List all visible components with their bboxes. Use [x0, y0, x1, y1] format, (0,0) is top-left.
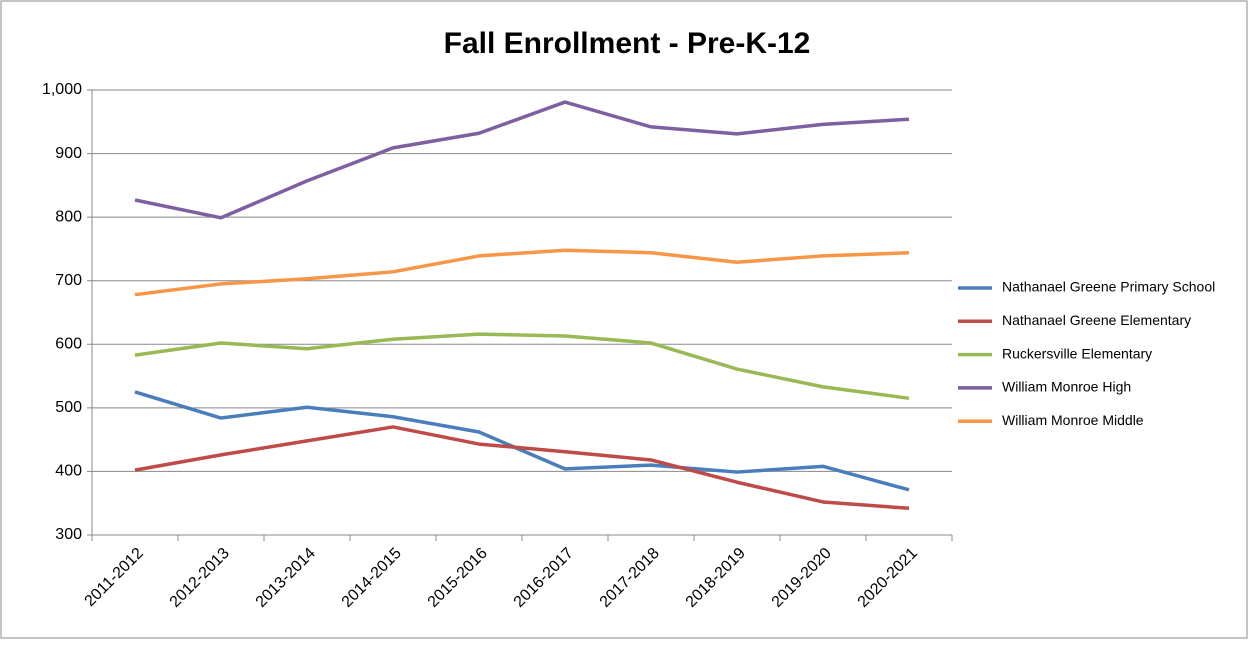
legend-label: Nathanael Greene Elementary [1002, 312, 1191, 328]
y-tick-label: 700 [55, 272, 82, 289]
y-tick-label: 300 [55, 526, 82, 543]
line-series [134, 100, 910, 220]
legend-label: Nathanael Greene Primary School [1002, 279, 1215, 295]
y-tick-label: 900 [55, 145, 82, 162]
y-tick-label: 500 [55, 399, 82, 416]
line-series [134, 248, 910, 297]
y-tick-label: 600 [55, 336, 82, 353]
legend-label: William Monroe Middle [1002, 412, 1144, 428]
legend-label: William Monroe High [1002, 379, 1131, 395]
chart-title: Fall Enrollment - Pre-K-12 [444, 27, 811, 60]
y-tick-label: 1,000 [42, 81, 82, 98]
legend-label: Ruckersville Elementary [1002, 345, 1152, 361]
line-series [134, 390, 910, 492]
y-tick-label: 800 [55, 208, 82, 225]
line-series [134, 332, 910, 401]
line-series [134, 425, 910, 511]
y-tick-label: 400 [55, 463, 82, 480]
